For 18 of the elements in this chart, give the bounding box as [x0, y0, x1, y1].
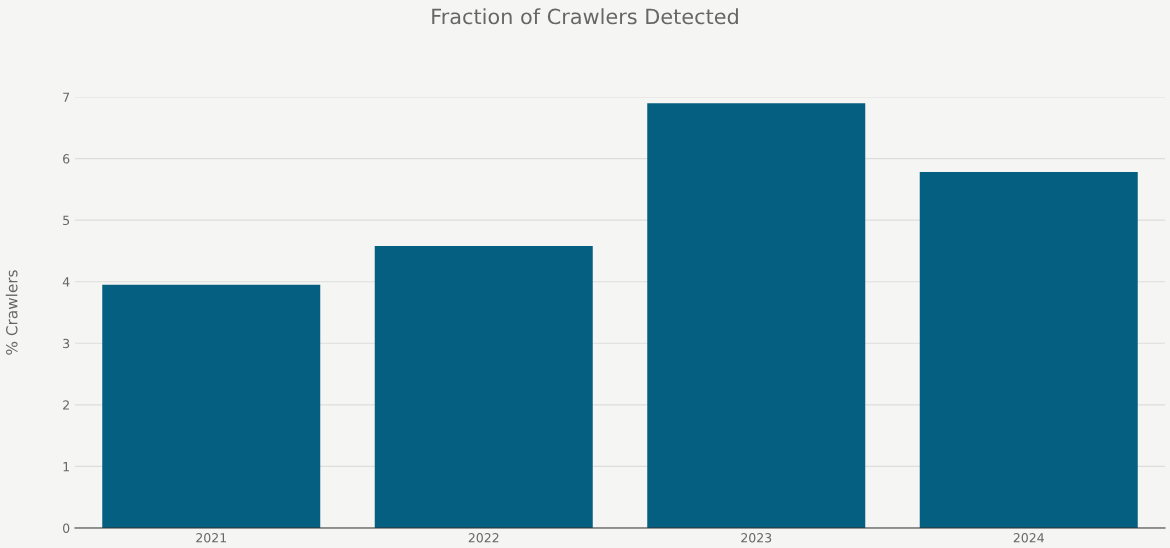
y-tick-label: 6: [63, 154, 70, 164]
x-tick-label: 2021: [196, 533, 226, 543]
chart-title: Fraction of Crawlers Detected: [432, 8, 738, 25]
x-tick-label: 2023: [741, 533, 772, 543]
y-axis-title: % Crawlers: [5, 270, 18, 355]
y-tick-label: 5: [63, 215, 70, 226]
y-tick-label: 4: [62, 277, 70, 287]
bar: [374, 246, 593, 528]
x-tick-label: 2024: [1013, 533, 1044, 543]
bar: [919, 172, 1138, 528]
x-tick-label: 2022: [468, 533, 499, 543]
bar: [102, 284, 321, 528]
y-tick-label: 0: [63, 523, 70, 533]
bar: [647, 103, 866, 528]
y-tick-label: 3: [63, 338, 70, 349]
y-tick-label: 1: [63, 462, 69, 472]
y-tick-label: 2: [63, 400, 69, 410]
y-tick-label: 7: [63, 92, 70, 102]
